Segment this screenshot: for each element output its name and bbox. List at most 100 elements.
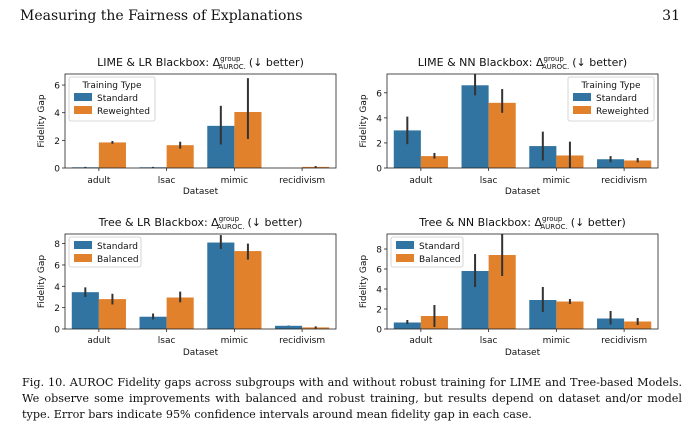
chart-title: Tree & LR Blackbox: Δgroup AUROC. (↓ bette… xyxy=(98,215,303,231)
x-tick-label: lsac xyxy=(480,336,498,346)
x-tick-label: mimic xyxy=(543,176,571,186)
legend: Training Type Standard Reweighted xyxy=(567,76,655,122)
y-tick-label: 2 xyxy=(376,139,382,149)
x-tick-label: mimic xyxy=(543,336,571,346)
legend-swatch-standard xyxy=(74,93,92,101)
x-tick-label: recidivism xyxy=(601,176,647,186)
chart-title: LIME & NN Blackbox: Δgroup AUROC. (↓ bette… xyxy=(418,55,627,71)
legend-swatch-reweighted xyxy=(74,106,92,114)
x-tick-label: mimic xyxy=(221,176,249,186)
y-axis-label: Fidelity Gap xyxy=(37,94,47,147)
legend-swatch-standard xyxy=(573,93,591,101)
plot-frame xyxy=(64,73,337,169)
legend-swatch-standard xyxy=(74,241,92,249)
chart-title-sub: AUROC. xyxy=(542,63,569,71)
y-axis-label: Fidelity Gap xyxy=(37,255,47,308)
page-number: 31 xyxy=(662,8,680,24)
bar-standard-mimic xyxy=(207,242,235,329)
chart-title-sup: group xyxy=(544,55,565,63)
legend-swatch-balanced xyxy=(396,254,414,262)
bar-reweighted-adult xyxy=(420,156,448,168)
bar-standard-adult xyxy=(393,322,421,329)
legend-label-balanced: Balanced xyxy=(97,255,139,265)
y-tick-label: 0 xyxy=(54,326,60,336)
y-tick-label: 6 xyxy=(54,82,60,92)
y-tick-label: 2 xyxy=(54,304,60,314)
chart-title-sub: AUROC. xyxy=(219,63,246,71)
y-tick-label: 0 xyxy=(376,165,382,175)
chart-panel-2: LIME & NN Blackbox: Δgroup AUROC. (↓ bette… xyxy=(359,55,659,197)
bar-reweighted-recidivism xyxy=(624,160,652,168)
legend: Training Type Standard Reweighted xyxy=(68,76,156,122)
y-tick-label: 0 xyxy=(54,165,60,175)
bar-standard-lsac xyxy=(139,316,167,329)
legend-swatch-balanced xyxy=(74,254,92,262)
plot-frame xyxy=(64,233,337,330)
chart-title-sub: AUROC. xyxy=(540,223,567,231)
y-tick-label: 8 xyxy=(54,240,60,250)
legend: Standard Balanced xyxy=(390,236,464,268)
chart-title-suffix: (↓ better) xyxy=(572,56,627,69)
chart-panel-4: Tree & NN Blackbox: Δgroup AUROC. (↓ bette… xyxy=(359,215,659,358)
legend-label-reweighted: Reweighted xyxy=(596,107,649,117)
bar-balanced-mimic xyxy=(556,301,584,329)
y-axis-label: Fidelity Gap xyxy=(359,255,369,308)
bar-standard-recidivism xyxy=(275,325,303,329)
chart-title-suffix: (↓ better) xyxy=(247,216,302,229)
chart-title-suffix: (↓ better) xyxy=(249,56,304,69)
x-axis-label: Dataset xyxy=(505,187,541,197)
bar-reweighted-lsac xyxy=(488,102,516,168)
caption-text: AUROC Fidelity gaps across subgroups wit… xyxy=(22,376,683,421)
chart-title-sup: group xyxy=(219,215,240,223)
bar-standard-recidivism xyxy=(597,159,625,168)
y-tick-label: 2 xyxy=(54,137,60,147)
chart-title-main: Tree & NN Blackbox: Δ xyxy=(418,216,542,229)
legend-label-standard: Standard xyxy=(419,242,460,252)
chart-title-sup: group xyxy=(220,55,241,63)
chart-title-sub: AUROC. xyxy=(217,223,244,231)
x-axis-label: Dataset xyxy=(183,187,219,197)
legend-label-balanced: Balanced xyxy=(419,255,461,265)
legend-label-reweighted: Reweighted xyxy=(97,107,150,117)
chart-panel-3: Tree & LR Blackbox: Δgroup AUROC. (↓ bette… xyxy=(37,215,337,358)
legend-label-standard: Standard xyxy=(97,242,138,252)
x-tick-label: mimic xyxy=(221,336,249,346)
legend-swatch-standard xyxy=(396,241,414,249)
y-tick-label: 2 xyxy=(376,306,382,316)
chart-title: Tree & NN Blackbox: Δgroup AUROC. (↓ bette… xyxy=(418,215,626,231)
x-tick-label: recidivism xyxy=(279,176,325,186)
bar-reweighted-adult xyxy=(98,142,126,168)
y-tick-label: 6 xyxy=(376,266,382,276)
x-tick-label: lsac xyxy=(158,176,176,186)
x-tick-label: lsac xyxy=(480,176,498,186)
chart-title-main: Tree & LR Blackbox: Δ xyxy=(98,216,220,229)
figure-caption: Fig. 10. AUROC Fidelity gaps across subgr… xyxy=(22,375,682,423)
y-tick-label: 6 xyxy=(54,261,60,271)
chart-title-main: LIME & LR Blackbox: Δ xyxy=(97,56,221,69)
bar-balanced-lsac xyxy=(166,297,194,329)
plot-frame xyxy=(386,233,659,330)
x-tick-label: recidivism xyxy=(601,336,647,346)
y-tick-label: 4 xyxy=(54,109,60,119)
chart-title-suffix: (↓ better) xyxy=(571,216,626,229)
y-axis-label: Fidelity Gap xyxy=(359,94,369,147)
legend-label-standard: Standard xyxy=(97,94,138,104)
bar-balanced-mimic xyxy=(234,251,262,329)
bar-balanced-recidivism xyxy=(624,321,652,329)
x-tick-label: adult xyxy=(87,336,110,346)
x-tick-label: adult xyxy=(87,176,110,186)
x-axis-label: Dataset xyxy=(183,348,219,358)
x-axis-label: Dataset xyxy=(505,348,541,358)
y-tick-label: 8 xyxy=(376,246,382,256)
y-tick-label: 4 xyxy=(54,283,60,293)
x-tick-label: recidivism xyxy=(279,336,325,346)
x-tick-label: lsac xyxy=(158,336,176,346)
chart-panel-1: LIME & LR Blackbox: Δgroup AUROC. (↓ bette… xyxy=(37,55,337,197)
x-tick-label: adult xyxy=(409,176,432,186)
running-title: Measuring the Fairness of Explanations xyxy=(20,8,303,24)
chart-title-main: LIME & NN Blackbox: Δ xyxy=(418,56,544,69)
chart-title-sup: group xyxy=(542,215,563,223)
bar-standard-lsac xyxy=(461,85,489,168)
bar-reweighted-lsac xyxy=(166,145,194,168)
